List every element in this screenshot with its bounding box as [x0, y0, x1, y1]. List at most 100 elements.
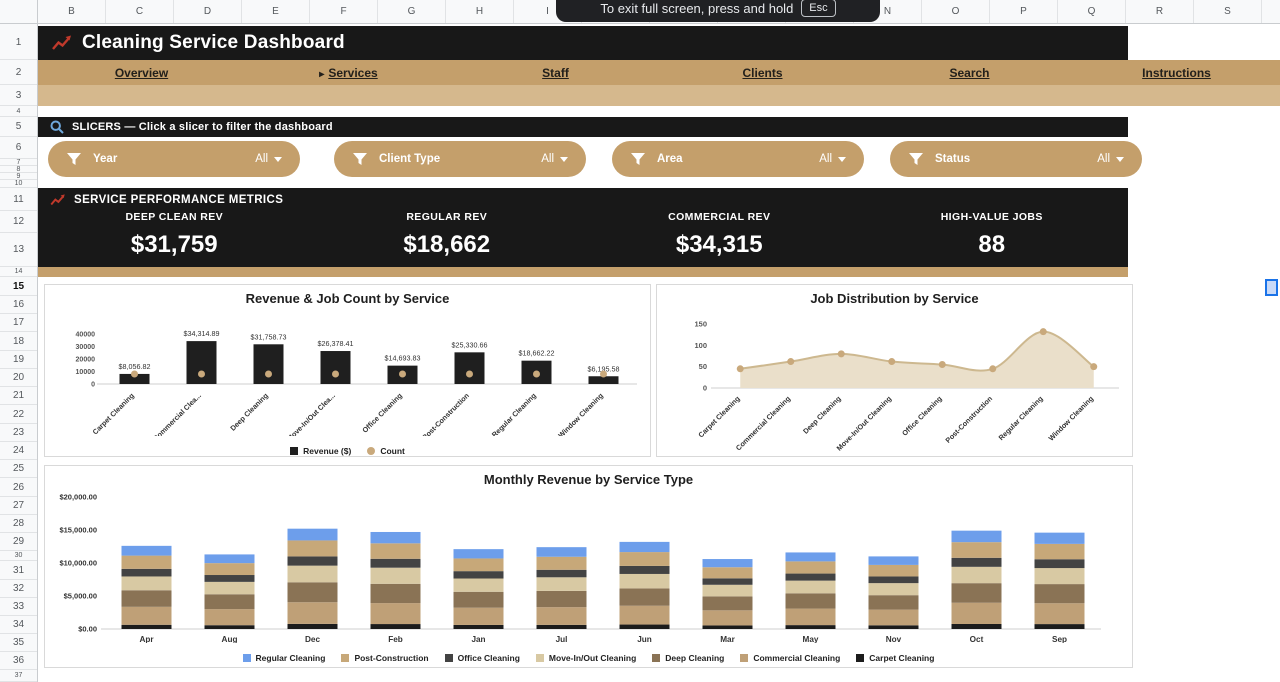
nav-link-instructions[interactable]: Instructions	[1142, 65, 1211, 80]
svg-text:Dec: Dec	[305, 635, 320, 643]
row-header-19[interactable]: 19	[0, 351, 37, 369]
svg-text:Feb: Feb	[388, 635, 403, 643]
row-header-16[interactable]: 16	[0, 296, 37, 314]
tan-band	[38, 85, 1280, 106]
row-header-36[interactable]: 36	[0, 652, 37, 670]
legend-item: Post-Construction	[341, 653, 429, 663]
row-header-25[interactable]: 25	[0, 460, 37, 478]
svg-text:100: 100	[694, 341, 707, 350]
metric-regular-rev: REGULAR REV $18,662	[403, 211, 491, 258]
filter-icon	[631, 153, 645, 165]
column-header-D[interactable]: D	[174, 0, 242, 23]
row-header-1[interactable]: 1	[0, 26, 37, 60]
select-all-corner[interactable]	[0, 0, 38, 24]
job-distribution-chart[interactable]: Job Distribution by Service 150 100 50 0 Car…	[656, 284, 1133, 457]
svg-text:Nov: Nov	[886, 635, 902, 643]
row-header-9[interactable]: 9	[0, 173, 37, 180]
row-header-28[interactable]: 28	[0, 515, 37, 533]
row-header-31[interactable]: 31	[0, 561, 37, 580]
row-header-12[interactable]: 12	[0, 211, 37, 233]
monthly-revenue-chart[interactable]: Monthly Revenue by Service Type $20,000.…	[44, 465, 1133, 668]
row-header-23[interactable]: 23	[0, 424, 37, 442]
row-header-10[interactable]: 10	[0, 180, 37, 188]
svg-text:$26,378.41: $26,378.41	[318, 339, 354, 348]
row-header-3[interactable]: 3	[0, 85, 37, 106]
svg-text:Apr: Apr	[139, 635, 154, 643]
column-header-S[interactable]: S	[1194, 0, 1262, 23]
column-header-P[interactable]: P	[990, 0, 1058, 23]
row-header-33[interactable]: 33	[0, 598, 37, 616]
column-header-E[interactable]: E	[242, 0, 310, 23]
row-header-17[interactable]: 17	[0, 314, 37, 332]
row-header-5[interactable]: 5	[0, 117, 37, 137]
row-header-21[interactable]: 21	[0, 387, 37, 405]
legend-item: Move-In/Out Cleaning	[535, 653, 637, 663]
row-header-18[interactable]: 18	[0, 332, 37, 351]
svg-text:Window Cleaning: Window Cleaning	[556, 391, 605, 436]
legend-label: Move-In/Out Cleaning	[548, 653, 637, 663]
row-header-7[interactable]: 7	[0, 159, 37, 166]
svg-text:Move-In/Out Cleaning: Move-In/Out Cleaning	[835, 394, 894, 453]
row-header-14[interactable]: 14	[0, 267, 37, 277]
legend-swatch	[367, 447, 376, 455]
row-header-34[interactable]: 34	[0, 616, 37, 634]
row-header-35[interactable]: 35	[0, 634, 37, 652]
row-header-24[interactable]: 24	[0, 442, 37, 460]
slicer-status[interactable]: Status All	[890, 141, 1142, 177]
row-header-11[interactable]: 11	[0, 188, 37, 211]
row-header-30[interactable]: 30	[0, 551, 37, 561]
monthly-revenue-chart-plot: $20,000.00 $15,000.00 $10,000.00 $5,000.00 $…	[59, 493, 1101, 644]
svg-text:Office Cleaning: Office Cleaning	[360, 391, 404, 435]
row-header-27[interactable]: 27	[0, 497, 37, 515]
column-header-G[interactable]: G	[378, 0, 446, 23]
column-header-C[interactable]: C	[106, 0, 174, 23]
row-header-37[interactable]: 37	[0, 670, 37, 682]
chart-line-icon	[52, 35, 71, 50]
row-header-6[interactable]: 6	[0, 137, 37, 159]
row-header-20[interactable]: 20	[0, 369, 37, 387]
svg-text:Jul: Jul	[556, 635, 568, 643]
slicer-client-type[interactable]: Client Type All	[334, 141, 586, 177]
row-header-26[interactable]: 26	[0, 478, 37, 497]
revenue-job-count-chart[interactable]: Revenue & Job Count by Service 40000 3000…	[44, 284, 651, 457]
slicers-section-header: SLICERS — Click a slicer to filter the d…	[38, 117, 1128, 137]
metrics-section-title: SERVICE PERFORMANCE METRICS	[74, 193, 284, 206]
svg-text:Mar: Mar	[720, 635, 735, 643]
column-header-O[interactable]: O	[922, 0, 990, 23]
row-header-13[interactable]: 13	[0, 233, 37, 267]
row-header-2[interactable]: 2	[0, 60, 37, 85]
column-header-H[interactable]: H	[446, 0, 514, 23]
svg-text:Aug: Aug	[222, 635, 238, 643]
svg-text:30000: 30000	[76, 344, 96, 351]
metric-deep-clean-rev: DEEP CLEAN REV $31,759	[125, 211, 224, 258]
svg-text:Deep Cleaning: Deep Cleaning	[228, 391, 270, 433]
svg-text:0: 0	[703, 384, 707, 393]
slicer-area[interactable]: Area All	[612, 141, 864, 177]
svg-text:Oct: Oct	[970, 635, 984, 643]
nav-link-search[interactable]: Search	[949, 65, 990, 80]
nav-link-staff[interactable]: Staff	[542, 65, 569, 80]
row-header-22[interactable]: 22	[0, 405, 37, 424]
nav-link-clients[interactable]: Clients	[742, 65, 783, 80]
column-header-N[interactable]: N	[854, 0, 922, 23]
nav-link-services[interactable]: ▸ Services	[319, 65, 378, 80]
legend-item: Deep Cleaning	[652, 653, 724, 663]
column-header-R[interactable]: R	[1126, 0, 1194, 23]
row-header-8[interactable]: 8	[0, 166, 37, 173]
chart-title: Job Distribution by Service	[810, 291, 979, 306]
svg-text:Post-Construction: Post-Construction	[943, 394, 994, 445]
slicer-year[interactable]: Year All	[48, 141, 300, 177]
svg-text:Carpet Cleaning: Carpet Cleaning	[91, 391, 136, 436]
row-header-32[interactable]: 32	[0, 580, 37, 598]
row-header-29[interactable]: 29	[0, 533, 37, 551]
svg-text:Office Cleaning: Office Cleaning	[900, 394, 944, 438]
column-header-F[interactable]: F	[310, 0, 378, 23]
row-header-4[interactable]: 4	[0, 106, 37, 117]
column-header-Q[interactable]: Q	[1058, 0, 1126, 23]
legend-item: Office Cleaning	[444, 653, 520, 663]
column-header-B[interactable]: B	[38, 0, 106, 23]
row-header-15[interactable]: 15	[0, 277, 37, 296]
nav-link-overview[interactable]: Overview	[114, 65, 169, 80]
active-cell-selection[interactable]	[1265, 279, 1278, 296]
filter-icon	[67, 153, 81, 165]
